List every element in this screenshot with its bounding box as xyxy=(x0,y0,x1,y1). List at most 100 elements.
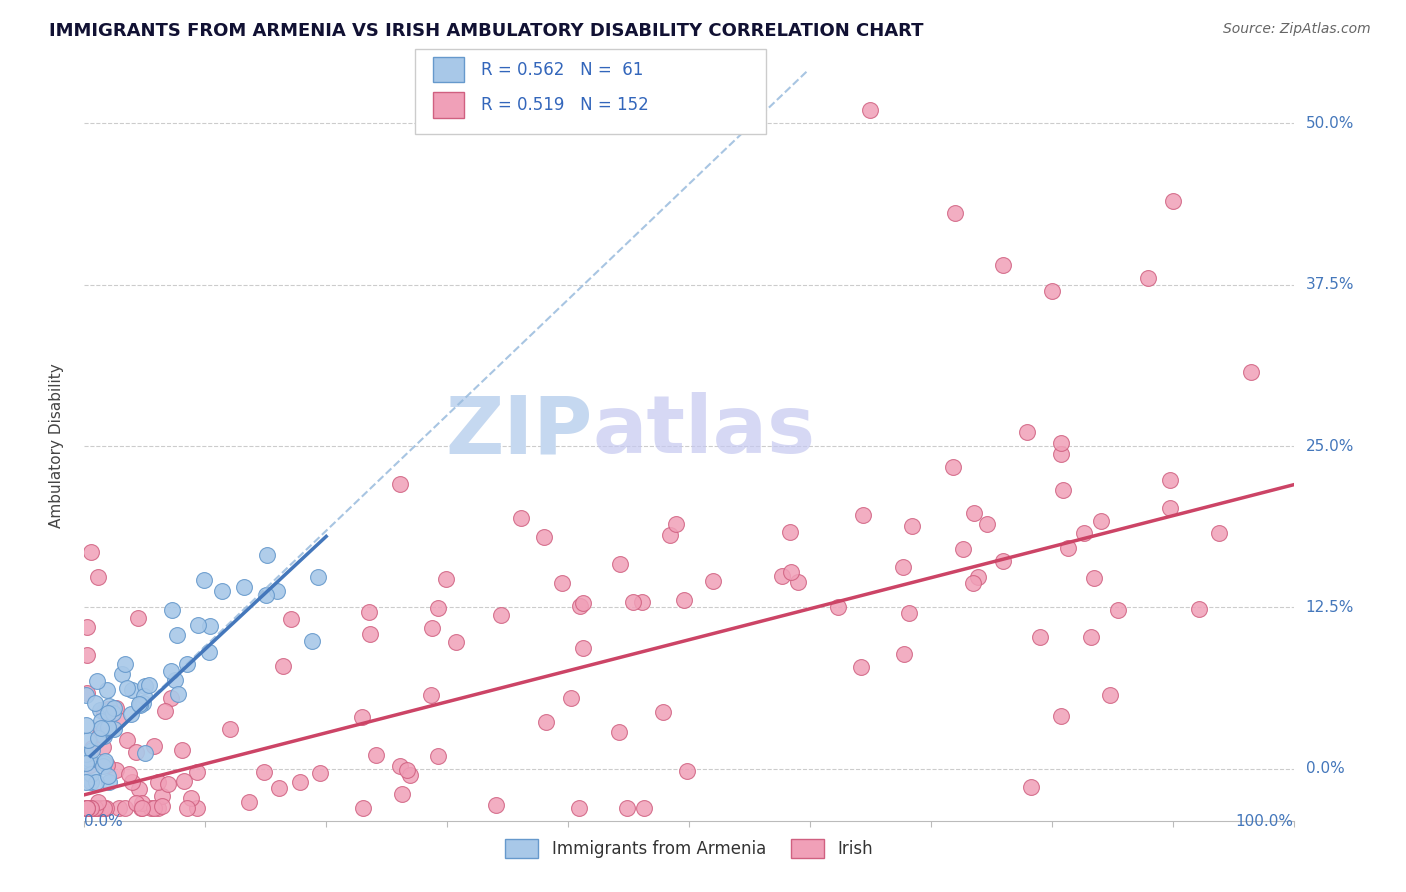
Point xyxy=(103,701,125,715)
Point xyxy=(551,575,574,590)
Text: R = 0.562   N =  61: R = 0.562 N = 61 xyxy=(481,61,643,78)
Point xyxy=(97,769,120,783)
Point xyxy=(89,727,111,741)
Point xyxy=(84,801,107,815)
Point xyxy=(186,764,208,779)
Point xyxy=(271,659,294,673)
Point xyxy=(359,627,381,641)
Point xyxy=(993,258,1015,272)
Point xyxy=(104,763,127,777)
Point xyxy=(94,754,117,768)
Point xyxy=(396,763,419,777)
Text: 0.0%: 0.0% xyxy=(84,814,124,830)
Point xyxy=(827,599,849,614)
Point xyxy=(1040,284,1063,298)
Point xyxy=(76,801,98,815)
Point xyxy=(80,801,103,815)
Point xyxy=(352,801,374,815)
Point xyxy=(391,787,413,801)
Point xyxy=(572,640,595,655)
Point xyxy=(76,801,98,815)
Point xyxy=(1019,780,1042,795)
Point xyxy=(90,801,112,815)
Point xyxy=(143,739,166,754)
Point xyxy=(780,565,803,579)
Point xyxy=(1050,708,1073,723)
Text: Source: ZipAtlas.com: Source: ZipAtlas.com xyxy=(1223,22,1371,37)
Point xyxy=(96,682,118,697)
Point xyxy=(160,603,183,617)
Point xyxy=(1240,365,1263,379)
Point xyxy=(897,606,920,620)
Point xyxy=(131,801,153,815)
Text: ZIP: ZIP xyxy=(444,392,592,470)
Point xyxy=(80,801,103,815)
Point xyxy=(288,775,311,789)
Point xyxy=(77,754,100,768)
Point xyxy=(893,648,915,662)
Point xyxy=(91,758,114,772)
Point xyxy=(97,720,120,734)
Point xyxy=(352,710,374,724)
Point xyxy=(156,777,179,791)
Point xyxy=(357,605,380,619)
Point xyxy=(115,681,138,695)
Point xyxy=(786,574,808,589)
Point xyxy=(616,801,638,815)
Point xyxy=(1080,630,1102,644)
Point xyxy=(962,576,984,591)
Point xyxy=(658,528,681,542)
Point xyxy=(167,687,190,701)
Point xyxy=(446,635,468,649)
Point xyxy=(87,731,110,746)
Point xyxy=(491,607,513,622)
Point xyxy=(79,545,101,559)
Point xyxy=(129,801,152,815)
Text: IMMIGRANTS FROM ARMENIA VS IRISH AMBULATORY DISABILITY CORRELATION CHART: IMMIGRANTS FROM ARMENIA VS IRISH AMBULAT… xyxy=(49,22,924,40)
Point xyxy=(193,574,215,588)
Point xyxy=(114,657,136,672)
Point xyxy=(301,633,323,648)
Point xyxy=(138,678,160,692)
Point xyxy=(176,801,198,815)
Point xyxy=(952,541,974,556)
Point xyxy=(128,698,150,712)
Point xyxy=(134,690,156,704)
Point xyxy=(1017,425,1039,440)
Point xyxy=(139,801,162,815)
Point xyxy=(121,682,143,697)
Point xyxy=(198,645,221,659)
Point xyxy=(132,696,155,710)
Point xyxy=(90,714,112,728)
Point xyxy=(93,801,115,815)
Point xyxy=(779,525,801,540)
Point xyxy=(170,743,193,757)
Point xyxy=(266,584,288,599)
Point xyxy=(103,722,125,736)
Point xyxy=(79,801,101,815)
Point xyxy=(665,516,688,531)
Point xyxy=(150,798,173,813)
Point xyxy=(93,729,115,743)
Point xyxy=(107,713,129,727)
Point xyxy=(1137,271,1160,285)
Point xyxy=(80,766,103,780)
Point xyxy=(1083,571,1105,585)
Point xyxy=(267,781,290,796)
Point xyxy=(159,664,181,678)
Point xyxy=(364,748,387,763)
Point xyxy=(256,548,278,562)
Point xyxy=(398,767,420,781)
Point xyxy=(254,589,277,603)
Point xyxy=(75,747,97,761)
Point xyxy=(388,759,411,773)
Point xyxy=(79,758,101,772)
Point xyxy=(621,595,644,609)
Point xyxy=(96,801,118,815)
Point xyxy=(253,764,276,779)
Point xyxy=(80,801,103,815)
Point xyxy=(93,705,115,719)
Point xyxy=(1099,688,1122,702)
Point xyxy=(307,570,329,584)
Point xyxy=(75,775,97,789)
